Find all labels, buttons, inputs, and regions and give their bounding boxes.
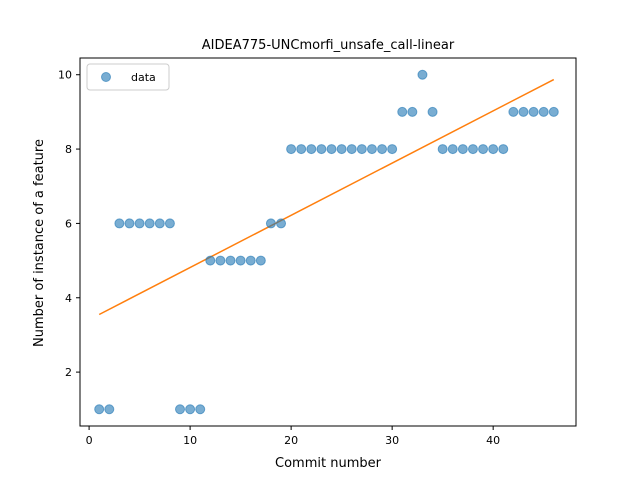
- chart-title: AIDEA775-UNCmorfi_unsafe_call-linear: [202, 38, 455, 53]
- data-point: [195, 404, 206, 415]
- data-point: [286, 144, 297, 155]
- data-point: [478, 144, 489, 155]
- data-point: [124, 218, 135, 229]
- data-point: [366, 144, 377, 155]
- x-tick-label: 10: [183, 434, 197, 447]
- data-point: [457, 144, 468, 155]
- data-point: [488, 144, 499, 155]
- data-point: [528, 106, 539, 117]
- y-axis-label: Number of instance of a feature: [32, 139, 47, 347]
- data-point: [498, 144, 509, 155]
- x-axis-label: Commit number: [275, 456, 382, 471]
- data-point: [417, 69, 428, 80]
- data-point: [447, 144, 458, 155]
- data-point: [407, 106, 418, 117]
- data-point: [205, 255, 216, 266]
- data-point: [518, 106, 529, 117]
- x-tick-label: 40: [486, 434, 500, 447]
- data-point: [548, 106, 559, 117]
- data-point: [346, 144, 357, 155]
- data-point: [437, 144, 448, 155]
- data-point: [377, 144, 388, 155]
- data-point: [225, 255, 236, 266]
- data-point: [104, 404, 115, 415]
- legend-box: [86, 63, 170, 91]
- data-point: [387, 144, 398, 155]
- fit-line: [98, 78, 555, 316]
- axis-ticks: 0 10 20 30 40 2 4 6 8 10: [58, 69, 500, 447]
- data-point: [144, 218, 155, 229]
- data-point: [427, 106, 438, 117]
- data-point: [94, 404, 105, 415]
- data-point: [397, 106, 408, 117]
- data-point: [164, 218, 175, 229]
- data-point: [175, 404, 186, 415]
- axes-frame: [79, 57, 577, 427]
- data-point: [255, 255, 266, 266]
- data-point: [306, 144, 317, 155]
- x-tick-label: 0: [86, 434, 93, 447]
- y-tick-label: 8: [65, 143, 72, 156]
- legend-marker: [101, 72, 111, 82]
- data-point: [265, 218, 276, 229]
- data-point: [538, 106, 549, 117]
- plot-area: [79, 57, 577, 427]
- data-point: [326, 144, 337, 155]
- data-point: [235, 255, 246, 266]
- data-point: [185, 404, 196, 415]
- data-point: [508, 106, 519, 117]
- y-tick-label: 10: [58, 69, 72, 82]
- x-tick-label: 30: [385, 434, 399, 447]
- data-point: [296, 144, 307, 155]
- y-tick-label: 2: [65, 366, 72, 379]
- data-point: [134, 218, 145, 229]
- legend: data: [86, 63, 170, 91]
- data-point: [467, 144, 478, 155]
- data-point: [336, 144, 347, 155]
- legend-entry-data: data: [131, 71, 156, 84]
- data-point: [154, 218, 165, 229]
- y-tick-label: 6: [65, 217, 72, 230]
- y-tick-label: 4: [65, 292, 72, 305]
- data-point: [356, 144, 367, 155]
- data-point: [276, 218, 287, 229]
- data-point: [316, 144, 327, 155]
- data-point: [114, 218, 125, 229]
- data-point: [245, 255, 256, 266]
- data-point: [215, 255, 226, 266]
- x-tick-label: 20: [284, 434, 298, 447]
